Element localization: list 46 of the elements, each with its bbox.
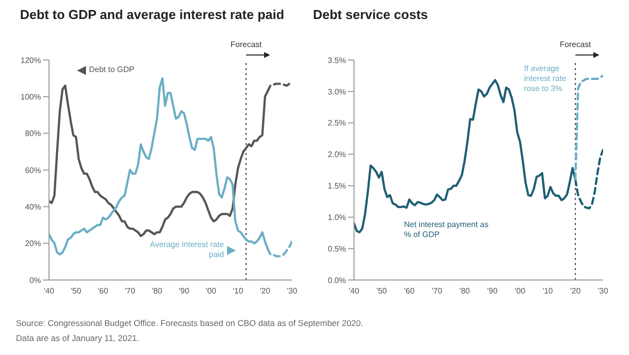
y-tick-label: 40%: [24, 202, 41, 212]
x-tick-label: '60: [404, 286, 416, 296]
x-tick-label: '00: [206, 286, 217, 296]
x-tick-label: '90: [487, 286, 498, 296]
x-tick-label: '70: [432, 286, 443, 296]
x-tick-label: '10: [542, 286, 554, 296]
y-tick-label: 1.0%: [328, 212, 346, 222]
y-tick-label: 100%: [20, 92, 41, 102]
x-tick-label: '90: [178, 286, 190, 296]
x-tick-label: '60: [98, 286, 109, 296]
chart-title: Debt to GDP and average interest rate paid: [20, 7, 284, 22]
y-tick-label: 0.5%: [328, 244, 346, 254]
text: Data are as of January 11, 2021.: [16, 332, 140, 345]
x-tick-label: '70: [124, 286, 136, 296]
legend-label: Debt to GDP: [89, 65, 136, 75]
x-tick-label: '80: [459, 286, 470, 296]
y-tick-label: 60%: [24, 166, 41, 175]
x-tick-label: '50: [376, 286, 388, 296]
ref-line-label: Forecast: [560, 40, 592, 49]
ref-line-label: Forecast: [230, 40, 262, 49]
x-tick-label: '40: [348, 286, 360, 296]
y-tick-label: 3.5%: [328, 56, 346, 65]
y-tick-label: 2.5%: [328, 118, 346, 128]
y-tick-label: 120%: [20, 56, 41, 65]
x-tick-label: '80: [152, 286, 163, 296]
chart-title: Debt service costs: [313, 7, 428, 22]
x-tick-label: '10: [232, 286, 244, 296]
x-tick-label: '00: [514, 286, 526, 296]
x-tick-label: '40: [44, 286, 55, 296]
y-tick-label: 3.0%: [328, 87, 346, 96]
x-tick-label: '50: [70, 286, 82, 296]
x-tick-label: '30: [598, 286, 609, 296]
x-tick-label: '20: [260, 286, 271, 296]
series-label: If average interest rate rose to 3%: [524, 64, 568, 94]
source-note: Source: Congressional Budget Office. Forecasts based on CBO data as of September 2020.: [16, 317, 364, 330]
y-tick-label: 0.0%: [328, 276, 346, 285]
y-tick-label: 80%: [24, 129, 41, 138]
x-tick-label: '30: [286, 286, 298, 296]
y-tick-label: 1.5%: [328, 182, 346, 191]
y-tick-label: 20%: [24, 239, 41, 248]
y-tick-label: 0%: [29, 276, 41, 285]
series-label: Net interest payment as % of GDP: [404, 220, 490, 240]
text: Average interest rate paid: [148, 240, 224, 260]
line-series: [574, 74, 603, 181]
x-tick-label: '20: [570, 286, 582, 296]
y-tick-label: 2.0%: [328, 150, 346, 160]
